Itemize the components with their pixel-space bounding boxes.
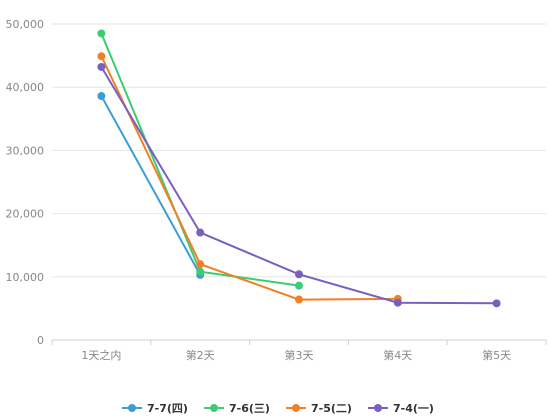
data-point[interactable] bbox=[196, 267, 205, 276]
series-group bbox=[97, 29, 501, 308]
x-tick-label: 第5天 bbox=[482, 348, 511, 362]
data-point[interactable] bbox=[393, 298, 402, 307]
data-point[interactable] bbox=[295, 281, 303, 290]
series-2 bbox=[97, 52, 402, 304]
legend-item[interactable]: 7-7(四) bbox=[122, 402, 188, 415]
x-tick-label: 第4天 bbox=[383, 348, 412, 362]
legend-marker bbox=[128, 404, 136, 412]
y-tick-label: 30,000 bbox=[6, 144, 45, 157]
legend-label: 7-5(二) bbox=[311, 402, 352, 415]
x-tick-label: 1天之内 bbox=[81, 348, 121, 362]
data-point[interactable] bbox=[97, 62, 106, 71]
series-1 bbox=[97, 29, 303, 290]
legend[interactable]: 7-7(四) 7-6(三) 7-5(二) 7-4(一) bbox=[122, 402, 434, 415]
series-line bbox=[100, 95, 202, 276]
legend-marker bbox=[374, 404, 382, 412]
legend-marker bbox=[292, 404, 300, 412]
legend-marker bbox=[210, 404, 218, 412]
data-point[interactable] bbox=[295, 270, 303, 279]
series-line bbox=[100, 66, 497, 305]
legend-item[interactable]: 7-6(三) bbox=[204, 402, 270, 415]
y-tick-label: 0 bbox=[37, 334, 44, 347]
data-point[interactable] bbox=[97, 52, 106, 61]
y-tick-label: 20,000 bbox=[6, 208, 45, 221]
x-tick-label: 第2天 bbox=[186, 348, 215, 362]
data-point[interactable] bbox=[97, 29, 106, 38]
series-line bbox=[100, 33, 300, 287]
data-point[interactable] bbox=[97, 92, 106, 101]
grid-lines bbox=[52, 23, 546, 278]
legend-label: 7-7(四) bbox=[147, 402, 188, 415]
y-axis: 0 10,000 20,000 30,000 40,000 50,000 bbox=[6, 18, 45, 347]
y-tick-label: 10,000 bbox=[6, 271, 45, 284]
series-3 bbox=[97, 62, 501, 308]
legend-item[interactable]: 7-4(一) bbox=[368, 402, 434, 415]
legend-label: 7-4(一) bbox=[393, 402, 434, 415]
series-0 bbox=[97, 92, 205, 279]
y-tick-label: 50,000 bbox=[6, 18, 45, 31]
data-point[interactable] bbox=[196, 260, 205, 269]
x-tick-label: 第3天 bbox=[285, 348, 314, 362]
data-point[interactable] bbox=[492, 299, 501, 308]
legend-item[interactable]: 7-5(二) bbox=[286, 402, 352, 415]
y-tick-label: 40,000 bbox=[6, 81, 45, 94]
x-axis: 1天之内 第2天 第3天 第4天 第5天 bbox=[51, 339, 547, 362]
data-point[interactable] bbox=[196, 228, 205, 237]
series-line bbox=[100, 55, 398, 301]
legend-label: 7-6(三) bbox=[229, 402, 270, 415]
data-point[interactable] bbox=[295, 295, 303, 304]
